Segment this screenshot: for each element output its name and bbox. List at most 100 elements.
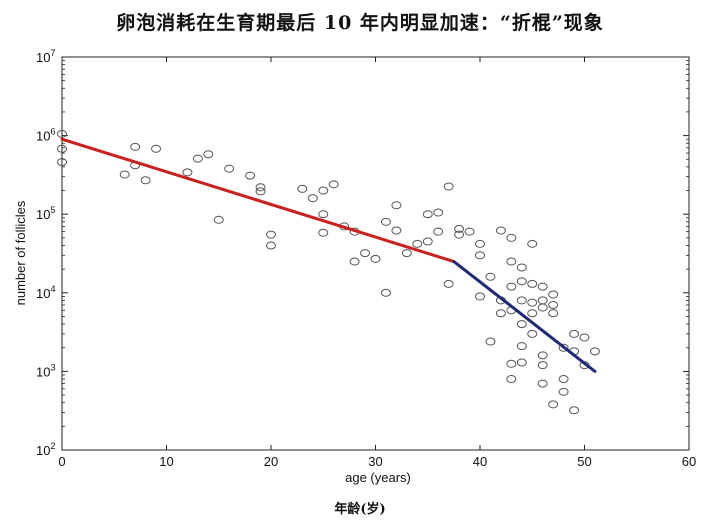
data-point — [349, 257, 360, 266]
x-tick-label: 50 — [577, 454, 591, 469]
axis-ticks: 0 10 20 30 40 50 60 102 103 104 105 106 107 — [36, 48, 696, 469]
y-tick-label: 103 — [36, 362, 55, 379]
data-point — [506, 233, 517, 242]
data-point — [579, 333, 590, 342]
data-point — [485, 337, 496, 346]
data-point — [527, 329, 538, 338]
y-tick-label: 104 — [36, 284, 55, 301]
data-point — [548, 309, 559, 318]
data-point — [454, 230, 465, 239]
data-point — [537, 296, 548, 305]
data-point — [527, 309, 538, 318]
data-point — [506, 257, 517, 266]
data-point — [360, 249, 371, 258]
data-point — [380, 217, 391, 226]
trend-lines — [60, 137, 597, 373]
data-point — [527, 279, 538, 288]
late-decline-line — [452, 260, 597, 373]
x-tick-label: 20 — [264, 454, 278, 469]
data-point — [266, 241, 276, 250]
data-point — [213, 215, 224, 224]
data-point — [245, 171, 256, 180]
data-point — [516, 358, 527, 367]
data-point — [391, 201, 402, 210]
data-point — [297, 184, 308, 193]
data-point — [475, 239, 485, 248]
data-point — [506, 282, 517, 291]
data-point — [391, 226, 402, 235]
data-point — [475, 251, 485, 260]
data-point — [537, 351, 548, 360]
x-tick-label: 40 — [473, 454, 487, 469]
data-point — [57, 129, 67, 138]
data-point — [119, 170, 130, 179]
data-point — [506, 359, 517, 368]
data-point — [318, 186, 329, 195]
data-point — [537, 361, 548, 370]
x-tick-label: 30 — [368, 454, 382, 469]
data-point — [516, 263, 527, 272]
data-point — [203, 150, 214, 159]
y-tick-label: 107 — [36, 48, 55, 65]
data-point — [182, 168, 193, 177]
data-point — [422, 237, 433, 246]
data-point — [130, 142, 141, 151]
data-point — [516, 342, 527, 351]
data-point — [569, 329, 580, 338]
data-point — [537, 303, 548, 312]
data-point — [318, 228, 329, 237]
data-point — [454, 224, 465, 233]
data-point — [380, 288, 391, 297]
x-tick-label: 10 — [159, 454, 173, 469]
data-point — [516, 296, 527, 305]
data-point — [433, 227, 444, 236]
y-tick-label: 105 — [36, 205, 55, 222]
data-point — [443, 279, 454, 288]
x-tick-label: 0 — [58, 454, 65, 469]
y-axis-label: number of follicles — [13, 200, 28, 305]
data-point — [433, 208, 444, 217]
data-point — [412, 239, 423, 248]
data-point — [537, 379, 548, 388]
chart-title: 卵泡消耗在生育期最后 10 年内明显加速：“折棍”现象 — [116, 12, 604, 34]
age-caption: 年龄(岁) — [334, 502, 386, 517]
data-point — [548, 400, 559, 409]
y-tick-label: 106 — [36, 127, 55, 144]
data-point — [495, 226, 506, 235]
data-point — [443, 182, 454, 191]
data-point — [558, 387, 569, 396]
data-point — [495, 309, 506, 318]
data-point — [328, 180, 339, 189]
data-point — [475, 292, 485, 301]
data-point — [558, 343, 569, 352]
data-point — [464, 227, 475, 236]
data-point — [569, 406, 580, 415]
data-point — [370, 254, 381, 263]
data-point — [527, 239, 538, 248]
data-points — [57, 129, 600, 415]
data-point — [401, 249, 412, 258]
data-point — [255, 183, 266, 192]
data-point — [589, 347, 600, 356]
y-tick-label: 102 — [36, 441, 55, 458]
data-point — [224, 164, 235, 173]
data-point — [307, 194, 318, 203]
data-point — [140, 176, 151, 185]
data-point — [548, 290, 559, 299]
data-point — [255, 187, 266, 196]
data-point — [516, 320, 527, 329]
data-point — [537, 282, 548, 291]
data-point — [57, 158, 67, 167]
data-point — [318, 210, 329, 219]
early-decline-line — [60, 137, 456, 264]
data-point — [516, 277, 527, 286]
data-point — [548, 300, 559, 309]
data-point — [527, 298, 538, 307]
data-point — [266, 230, 276, 239]
data-point — [558, 375, 569, 384]
x-tick-label: 60 — [682, 454, 696, 469]
plot-frame — [61, 56, 690, 451]
data-point — [506, 375, 517, 384]
x-axis-label: age (years) — [345, 470, 411, 485]
